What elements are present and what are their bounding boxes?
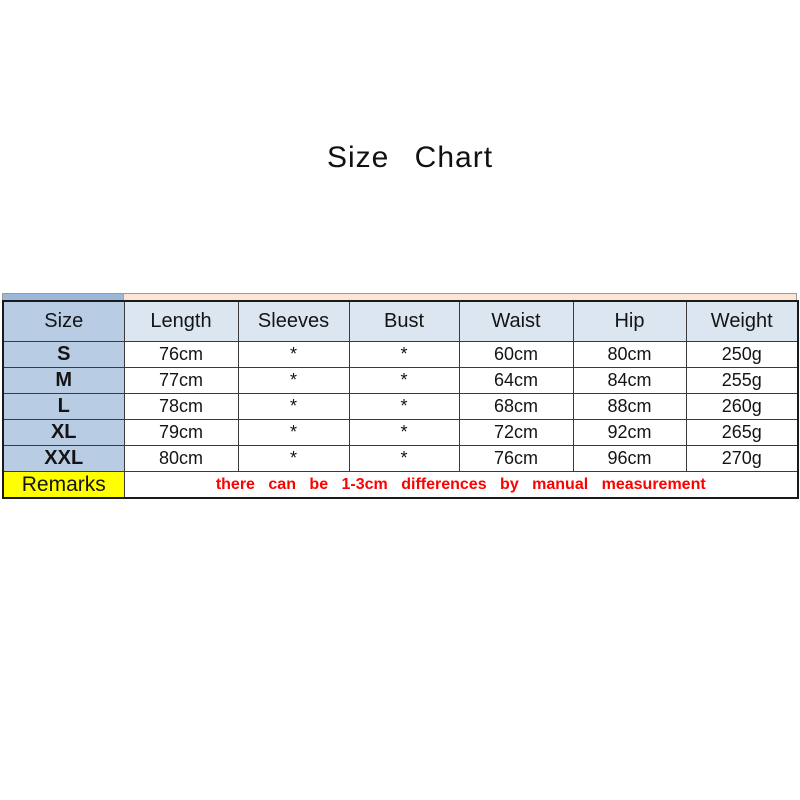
size-cell: L xyxy=(2,393,125,420)
value-cell: 270g xyxy=(685,445,799,472)
value-cell: 76cm xyxy=(458,445,574,472)
column-header-length: Length xyxy=(123,300,239,342)
value-cell: 250g xyxy=(685,341,799,368)
value-cell: 84cm xyxy=(572,367,687,394)
value-cell: 96cm xyxy=(572,445,687,472)
value-cell: 92cm xyxy=(572,419,687,446)
value-cell: 80cm xyxy=(572,341,687,368)
column-header-sleeves: Sleeves xyxy=(237,300,350,342)
value-cell: * xyxy=(348,445,460,472)
value-cell: 68cm xyxy=(458,393,574,420)
column-header-weight: Weight xyxy=(685,300,799,342)
value-cell: * xyxy=(348,393,460,420)
value-cell: * xyxy=(237,393,350,420)
size-cell: XL xyxy=(2,419,125,446)
value-cell: * xyxy=(348,419,460,446)
size-cell: M xyxy=(2,367,125,394)
value-cell: * xyxy=(237,419,350,446)
table-header-row: Size Length Sleeves Bust Waist Hip Weight xyxy=(2,300,799,342)
value-cell: 76cm xyxy=(123,341,239,368)
value-cell: 64cm xyxy=(458,367,574,394)
value-cell: 78cm xyxy=(123,393,239,420)
table-top-strip xyxy=(2,293,797,300)
size-table: Size Length Sleeves Bust Waist Hip Weight S 76c… xyxy=(2,300,799,499)
size-cell: XXL xyxy=(2,445,125,472)
table-row: XXL 80cm * * 76cm 96cm 270g xyxy=(2,445,799,472)
value-cell: 260g xyxy=(685,393,799,420)
column-header-bust: Bust xyxy=(348,300,460,342)
table-row: S 76cm * * 60cm 80cm 250g xyxy=(2,341,799,368)
table-row: M 77cm * * 64cm 84cm 255g xyxy=(2,367,799,394)
value-cell: 80cm xyxy=(123,445,239,472)
value-cell: 255g xyxy=(685,367,799,394)
column-header-hip: Hip xyxy=(572,300,687,342)
column-header-waist: Waist xyxy=(458,300,574,342)
value-cell: 265g xyxy=(685,419,799,446)
size-cell: S xyxy=(2,341,125,368)
value-cell: * xyxy=(348,367,460,394)
value-cell: 88cm xyxy=(572,393,687,420)
size-chart-table: Size Length Sleeves Bust Waist Hip Weight S 76c… xyxy=(2,293,799,499)
value-cell: 72cm xyxy=(458,419,574,446)
table-row: L 78cm * * 68cm 88cm 260g xyxy=(2,393,799,420)
remarks-text-cell: there can be 1-3cm differences by manual… xyxy=(123,471,799,499)
remarks-row: Remarks there can be 1-3cm differences b… xyxy=(2,471,799,499)
table-row: XL 79cm * * 72cm 92cm 265g xyxy=(2,419,799,446)
value-cell: 60cm xyxy=(458,341,574,368)
strip-right-peach xyxy=(124,294,796,300)
strip-left-blue xyxy=(3,294,124,300)
value-cell: 79cm xyxy=(123,419,239,446)
value-cell: 77cm xyxy=(123,367,239,394)
value-cell: * xyxy=(237,341,350,368)
column-header-size: Size xyxy=(2,300,125,342)
value-cell: * xyxy=(348,341,460,368)
page-title: Size Chart xyxy=(326,141,494,174)
value-cell: * xyxy=(237,445,350,472)
remarks-label-cell: Remarks xyxy=(2,471,125,499)
value-cell: * xyxy=(237,367,350,394)
